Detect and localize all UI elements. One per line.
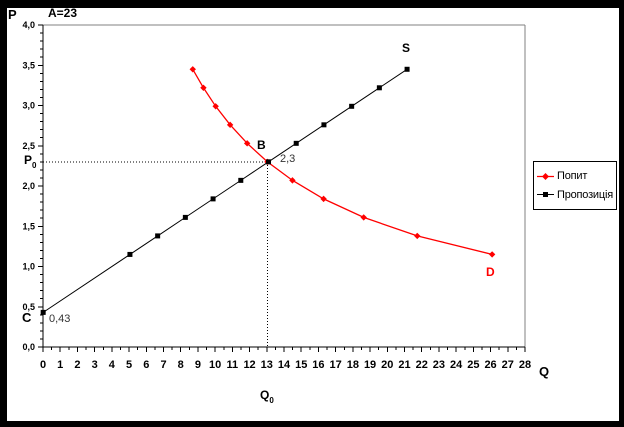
svg-text:0: 0 [40, 359, 46, 371]
svg-text:10: 10 [209, 359, 221, 371]
supply-intercept-value: 0,43 [49, 313, 71, 325]
p0-sub: 0 [32, 161, 37, 171]
svg-text:7: 7 [160, 359, 166, 371]
legend-label-demand: Попит [557, 170, 588, 183]
legend-item-supply: Пропозиція [537, 189, 613, 201]
supply-curve-label: S [402, 41, 411, 55]
svg-text:15: 15 [295, 359, 307, 371]
svg-text:1: 1 [57, 359, 63, 371]
svg-text:16: 16 [312, 359, 324, 371]
svg-text:8: 8 [178, 359, 184, 371]
chart-title: A=23 [48, 6, 78, 20]
svg-text:4: 4 [109, 359, 116, 371]
p0-main: P [24, 153, 33, 167]
svg-text:6: 6 [143, 359, 149, 371]
svg-text:1,0: 1,0 [22, 262, 35, 272]
svg-text:2,5: 2,5 [22, 141, 35, 151]
svg-text:9: 9 [195, 359, 201, 371]
legend-label-supply: Пропозиція [557, 188, 613, 201]
svg-text:1,5: 1,5 [22, 221, 35, 231]
supply-legend-marker-icon [537, 192, 554, 198]
svg-text:18: 18 [347, 359, 359, 371]
svg-text:12: 12 [243, 359, 255, 371]
svg-text:11: 11 [227, 359, 239, 371]
svg-text:24: 24 [450, 359, 463, 371]
svg-text:20: 20 [381, 359, 393, 371]
equilibrium-point-label: B [257, 138, 266, 152]
svg-text:13: 13 [261, 359, 273, 371]
svg-text:2: 2 [74, 359, 80, 371]
svg-text:0,5: 0,5 [22, 302, 35, 312]
q0-sub: 0 [269, 396, 274, 406]
svg-text:2,0: 2,0 [22, 181, 35, 191]
svg-text:14: 14 [278, 359, 291, 371]
equilibrium-price-axis-label: P0 [24, 153, 37, 171]
supply-intercept-label: C [22, 310, 32, 325]
svg-text:4,0: 4,0 [22, 20, 35, 30]
demand-curve-label: D [486, 265, 495, 279]
svg-text:23: 23 [433, 359, 445, 371]
q0-main: Q [260, 388, 270, 402]
svg-text:3,5: 3,5 [22, 60, 35, 70]
equilibrium-quantity-axis-label: Q0 [260, 388, 274, 406]
svg-text:21: 21 [398, 359, 410, 371]
svg-text:0,0: 0,0 [22, 342, 35, 352]
svg-text:19: 19 [364, 359, 376, 371]
equilibrium-price-value: 2,3 [280, 153, 296, 165]
svg-text:27: 27 [502, 359, 514, 371]
svg-text:3,0: 3,0 [22, 101, 35, 111]
legend-item-demand: Попит [537, 170, 613, 182]
svg-text:3: 3 [92, 359, 98, 371]
legend: Попит Пропозиція [533, 161, 617, 210]
demand-legend-marker-icon [537, 172, 554, 180]
svg-text:25: 25 [467, 359, 479, 371]
svg-text:28: 28 [519, 359, 531, 371]
svg-text:22: 22 [416, 359, 428, 371]
x-axis-title: Q [539, 364, 550, 379]
y-axis-title: P [8, 7, 17, 22]
svg-text:5: 5 [126, 359, 132, 371]
svg-text:26: 26 [484, 359, 496, 371]
svg-text:17: 17 [330, 359, 342, 371]
